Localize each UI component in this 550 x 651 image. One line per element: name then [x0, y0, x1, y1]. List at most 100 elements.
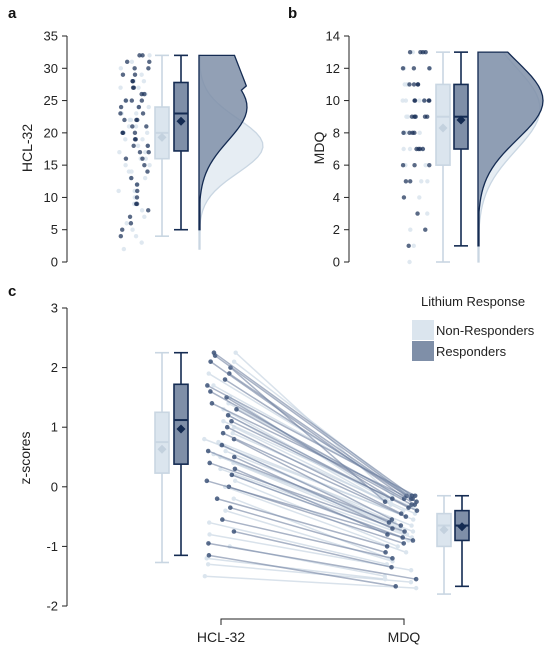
panel-a-point-non-23: [135, 143, 141, 148]
panel-c-pair-line-resp-22: [210, 390, 405, 500]
panel-c-pair-line-resp-8: [231, 474, 403, 539]
panel-a-point-non-21: [143, 150, 148, 155]
panel-c-point-mdq-resp-3: [390, 556, 395, 561]
panel-b-point-resp-3: [401, 195, 407, 200]
panel-c-point-mdq-resp-11: [390, 526, 395, 531]
panel-b-ytick-label-4: 8: [333, 125, 340, 140]
panel-a-point-non-28: [144, 130, 150, 136]
panel-c-point-hcl-non-26: [211, 383, 216, 388]
panel-c-point-hcl-resp-18: [225, 412, 231, 418]
panel-b-point-non-6: [419, 179, 424, 184]
panel-c-point-mdq-resp-18: [406, 505, 411, 510]
panel-a-box-resp-mean: [176, 116, 186, 126]
legend-swatch-responders: [412, 341, 434, 361]
panel-c-pair-line-resp-27: [210, 361, 416, 506]
panel-c-point-hcl-resp-10: [207, 460, 213, 466]
panel-c-point-mdq-non-13: [410, 529, 416, 534]
panel-b-point-resp-27: [411, 82, 417, 87]
panel-b-point-resp-36: [420, 49, 426, 55]
panel-c-point-mdq-non-4: [408, 568, 414, 573]
panel-b-ytick-label-7: 14: [326, 29, 340, 44]
panel-c-point-mdq-resp-29: [409, 493, 415, 499]
panel-letter-b: b: [288, 5, 297, 22]
panel-c-point-hcl-resp-7: [204, 478, 210, 484]
panel-c-point-hcl-resp-29: [211, 350, 217, 356]
panel-c-point-mdq-resp-26: [382, 499, 388, 505]
panel-a-point-non-14: [142, 175, 148, 181]
panel-b-ytick-label-2: 4: [333, 190, 340, 205]
panel-c-point-hcl-resp-20: [209, 401, 215, 406]
legend-title: Lithium Response: [421, 294, 525, 309]
panel-c-point-hcl-non-7: [231, 496, 236, 501]
panel-b-ytick-label-3: 6: [333, 158, 340, 173]
panel-c-point-mdq-non-12: [404, 532, 410, 537]
panel-c-point-hcl-resp-17: [229, 418, 234, 424]
panel-c-point-hcl-non-21: [221, 419, 226, 424]
panel-c-point-hcl-non-18: [202, 436, 207, 442]
panel-a-point-non-17: [123, 162, 128, 168]
panel-a-point-non-37: [146, 104, 151, 110]
panel-a-point-non-18: [147, 162, 152, 168]
panel-a-ytick-label-4: 20: [44, 125, 58, 140]
panel-a-point-non-34: [134, 111, 139, 116]
panel-a-point-resp-1: [120, 227, 125, 232]
panel-c-point-hcl-resp-19: [234, 407, 239, 412]
panel-a-plot: 0 5 10 15 20 25 30 35: [44, 29, 264, 270]
panel-a-point-non-33: [128, 117, 134, 123]
panel-b-point-resp-5: [408, 179, 413, 184]
panel-b-point-non-18: [404, 114, 409, 119]
panel-a-point-resp-17: [131, 143, 136, 148]
panel-a-ytick-label-5: 25: [44, 93, 58, 108]
panel-a-point-resp-23: [120, 130, 125, 136]
panel-c-pair-line-non-14: [213, 453, 401, 530]
panel-a-point-resp-49: [140, 53, 145, 58]
panel-c-point-hcl-resp-27: [208, 359, 213, 364]
panel-c-point-hcl-non-4: [207, 532, 212, 537]
panel-c-point-mdq-non-15: [409, 523, 414, 528]
panel-b-box-non-mean: [438, 123, 448, 133]
panel-c-pair-line-resp-28: [214, 355, 414, 500]
panel-a-point-resp-46: [124, 59, 130, 65]
panel-c-point-hcl-resp-23: [205, 383, 210, 388]
panel-a-point-non-31: [133, 124, 139, 129]
panel-b-ytick-label-1: 2: [333, 222, 340, 237]
panel-c-pair-line-resp-21: [226, 396, 393, 500]
panel-a-point-non-16: [129, 169, 134, 174]
panel-b-point-non-8: [423, 162, 428, 168]
panel-b-point-resp-13: [401, 130, 406, 136]
panel-c-point-mdq-resp-6: [401, 541, 407, 546]
panel-b-point-non-4: [417, 195, 422, 200]
panel-c-point-mdq-non-9: [395, 544, 400, 549]
panel-b-point-resp-26: [427, 98, 432, 103]
panel-c-pair-line-resp-16: [226, 426, 402, 515]
legend-label-responders: Responders: [436, 344, 507, 359]
panel-a-point-resp-12: [142, 162, 147, 168]
panel-b-point-resp-16: [407, 130, 412, 136]
panel-c-point-mdq-resp-8: [400, 535, 406, 540]
panel-c-box-mdq-resp-mean: [457, 522, 467, 532]
panel-c-pair-line-resp-3: [222, 518, 393, 560]
panel-a-box-resp-box: [173, 81, 189, 152]
panel-a-point-non-3: [130, 227, 135, 232]
panel-b-point-non-25: [402, 82, 407, 87]
panel-a-point-resp-14: [140, 156, 145, 161]
panel-a-point-non-42: [136, 85, 141, 90]
panel-a-ytick-label-0: 0: [51, 255, 58, 270]
panel-c-pair-line-resp-1: [208, 542, 417, 580]
panel-c-point-mdq-resp-17: [414, 508, 420, 513]
legend-label-non-responders: Non-Responders: [436, 323, 535, 338]
panel-letter-a: a: [8, 5, 17, 22]
panel-c-pair-line-resp-20: [211, 402, 417, 503]
panel-a-point-resp-33: [129, 98, 135, 103]
panel-b-point-resp-31: [411, 66, 417, 71]
panel-c-point-hcl-non-28: [231, 359, 237, 364]
panel-a-point-resp-42: [120, 72, 126, 77]
panel-a-point-resp-8: [135, 188, 140, 194]
panel-c-pair-line-non-9: [234, 480, 399, 548]
panel-a-point-resp-47: [147, 59, 152, 65]
panel-c-point-hcl-non-29: [233, 350, 238, 355]
panel-c-pair-line-resp-13: [221, 444, 390, 524]
panel-a-point-non-2: [133, 233, 139, 239]
panel-a-point-non-47: [118, 66, 124, 71]
panel-b-point-resp-20: [422, 114, 428, 119]
